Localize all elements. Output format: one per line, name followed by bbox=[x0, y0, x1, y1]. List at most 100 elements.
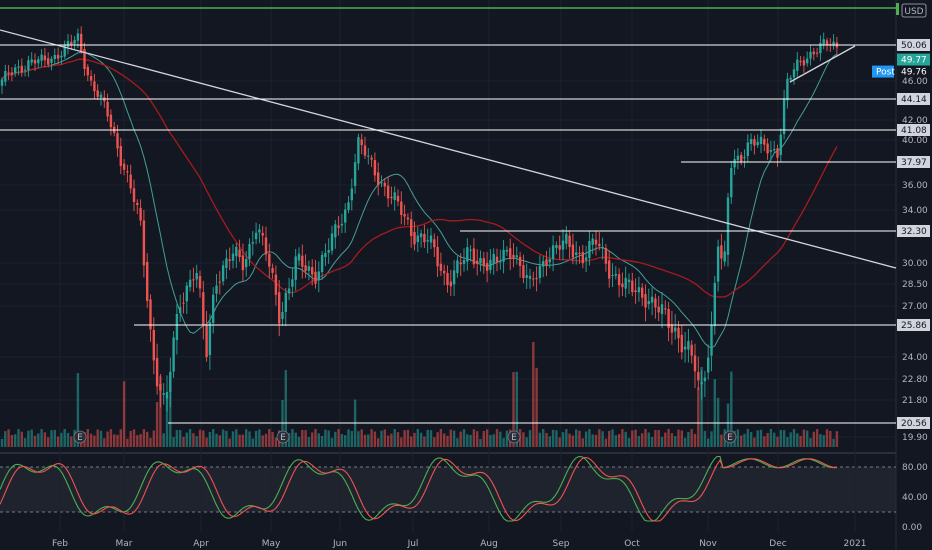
candle-body[interactable] bbox=[251, 242, 254, 244]
candle-body[interactable] bbox=[258, 229, 261, 233]
candle-body[interactable] bbox=[278, 292, 281, 324]
candle-body[interactable] bbox=[14, 67, 17, 74]
candle-body[interactable] bbox=[522, 265, 525, 279]
candle-body[interactable] bbox=[641, 287, 644, 298]
candle-body[interactable] bbox=[400, 201, 403, 216]
candle-body[interactable] bbox=[261, 232, 264, 236]
candle-body[interactable] bbox=[825, 40, 829, 45]
candle-body[interactable] bbox=[122, 163, 126, 170]
candle-body[interactable] bbox=[763, 138, 766, 145]
candle-body[interactable] bbox=[575, 252, 578, 255]
candle-body[interactable] bbox=[479, 257, 482, 264]
candle-body[interactable] bbox=[225, 258, 228, 268]
candle-body[interactable] bbox=[301, 255, 304, 267]
candle-body[interactable] bbox=[759, 136, 763, 145]
candle-body[interactable] bbox=[594, 239, 598, 245]
candle-body[interactable] bbox=[538, 265, 542, 278]
candle-body[interactable] bbox=[776, 148, 779, 158]
candle-body[interactable] bbox=[697, 372, 700, 381]
candle-body[interactable] bbox=[410, 219, 413, 236]
candle-body[interactable] bbox=[370, 157, 373, 160]
candle-body[interactable] bbox=[30, 59, 33, 63]
candle-body[interactable] bbox=[136, 202, 139, 205]
candle-body[interactable] bbox=[353, 162, 357, 186]
earnings-marker[interactable] bbox=[723, 430, 737, 444]
candle-body[interactable] bbox=[677, 327, 680, 339]
candle-body[interactable] bbox=[231, 253, 235, 261]
candle-body[interactable] bbox=[350, 188, 353, 201]
candle-body[interactable] bbox=[670, 324, 674, 333]
candle-body[interactable] bbox=[449, 281, 452, 287]
candle-body[interactable] bbox=[146, 261, 149, 301]
candle-body[interactable] bbox=[502, 249, 505, 262]
candle-body[interactable] bbox=[551, 245, 555, 260]
candle-body[interactable] bbox=[60, 55, 63, 58]
candle-body[interactable] bbox=[509, 248, 512, 259]
candle-body[interactable] bbox=[7, 72, 10, 74]
candle-body[interactable] bbox=[726, 197, 730, 255]
candle-body[interactable] bbox=[311, 267, 314, 275]
earnings-marker[interactable] bbox=[507, 430, 521, 444]
candle-body[interactable] bbox=[815, 52, 819, 54]
candle-body[interactable] bbox=[159, 383, 162, 391]
candle-body[interactable] bbox=[532, 278, 535, 280]
candle-body[interactable] bbox=[578, 252, 581, 254]
candle-body[interactable] bbox=[132, 188, 136, 203]
candle-body[interactable] bbox=[83, 49, 86, 69]
candle-body[interactable] bbox=[746, 142, 749, 156]
candle-body[interactable] bbox=[165, 392, 169, 399]
candle-body[interactable] bbox=[492, 253, 495, 264]
candle-body[interactable] bbox=[782, 98, 786, 135]
candle-body[interactable] bbox=[466, 247, 469, 262]
candle-body[interactable] bbox=[789, 77, 792, 80]
candle-body[interactable] bbox=[23, 69, 27, 71]
candle-body[interactable] bbox=[320, 254, 324, 273]
candle-body[interactable] bbox=[56, 54, 60, 59]
candle-body[interactable] bbox=[340, 223, 344, 226]
candle-body[interactable] bbox=[621, 283, 624, 288]
candle-body[interactable] bbox=[426, 240, 429, 242]
candle-body[interactable] bbox=[43, 55, 47, 61]
candle-body[interactable] bbox=[687, 341, 690, 350]
candle-body[interactable] bbox=[20, 65, 23, 73]
currency-badge[interactable] bbox=[901, 3, 927, 18]
candle-body[interactable] bbox=[439, 263, 443, 271]
candle-body[interactable] bbox=[76, 33, 80, 41]
candle-body[interactable] bbox=[27, 60, 30, 70]
candle-body[interactable] bbox=[542, 261, 545, 267]
candle-body[interactable] bbox=[802, 60, 806, 66]
candle-body[interactable] bbox=[80, 33, 83, 52]
candle-body[interactable] bbox=[235, 246, 238, 257]
candle-body[interactable] bbox=[740, 154, 743, 162]
candle-body[interactable] bbox=[406, 217, 410, 220]
candle-body[interactable] bbox=[380, 182, 383, 184]
candle-body[interactable] bbox=[703, 377, 707, 382]
candle-body[interactable] bbox=[383, 182, 386, 187]
candle-body[interactable] bbox=[360, 139, 363, 146]
candle-body[interactable] bbox=[515, 255, 518, 258]
candle-body[interactable] bbox=[700, 381, 703, 385]
candle-body[interactable] bbox=[485, 263, 489, 271]
candle-body[interactable] bbox=[40, 54, 43, 61]
candle-body[interactable] bbox=[733, 159, 736, 168]
candle-body[interactable] bbox=[561, 240, 565, 250]
candle-body[interactable] bbox=[109, 114, 113, 128]
candle-body[interactable] bbox=[667, 309, 670, 328]
candle-body[interactable] bbox=[588, 241, 591, 259]
candle-body[interactable] bbox=[832, 41, 835, 46]
candle-body[interactable] bbox=[611, 275, 614, 277]
candle-body[interactable] bbox=[142, 220, 146, 266]
candle-body[interactable] bbox=[773, 149, 776, 151]
candle-body[interactable] bbox=[812, 51, 815, 55]
candle-body[interactable] bbox=[50, 58, 53, 63]
candle-body[interactable] bbox=[601, 246, 604, 248]
candle-body[interactable] bbox=[476, 260, 479, 264]
candle-body[interactable] bbox=[819, 42, 822, 54]
candle-body[interactable] bbox=[294, 256, 297, 280]
candle-body[interactable] bbox=[254, 232, 258, 240]
candle-body[interactable] bbox=[581, 252, 584, 264]
candle-body[interactable] bbox=[221, 265, 225, 282]
candle-body[interactable] bbox=[175, 313, 179, 340]
candle-body[interactable] bbox=[809, 51, 812, 59]
candle-body[interactable] bbox=[657, 306, 660, 313]
